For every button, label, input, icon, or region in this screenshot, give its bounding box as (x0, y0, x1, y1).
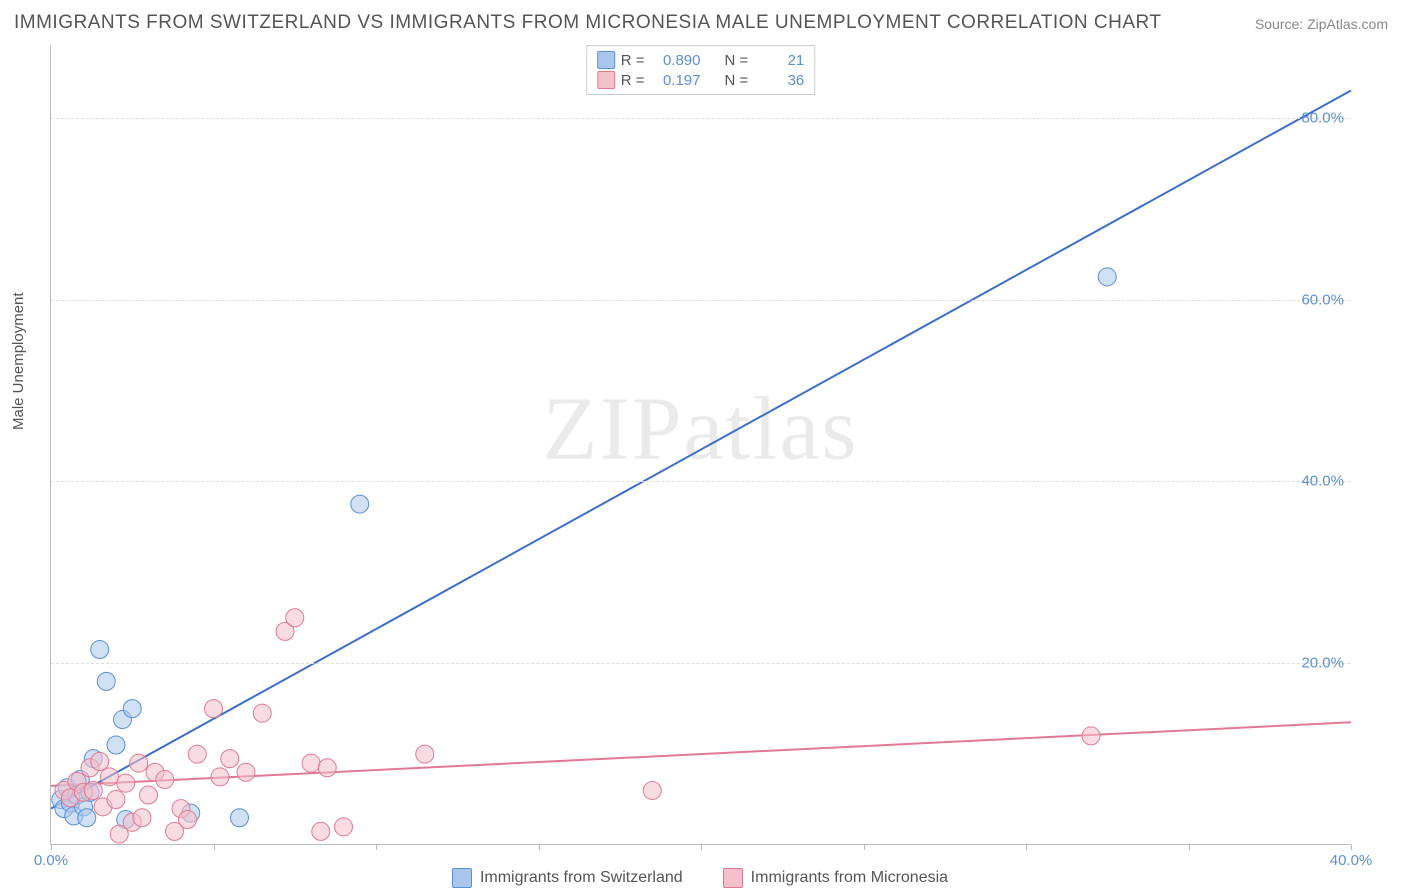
chart-svg (51, 45, 1350, 844)
legend-swatch (597, 71, 615, 89)
y-tick-label: 40.0% (1301, 473, 1344, 490)
y-axis-label: Male Unemployment (10, 292, 27, 430)
legend-series: Immigrants from Switzerland Immigrants fr… (50, 868, 1350, 888)
legend-item: Immigrants from Switzerland (452, 868, 683, 888)
y-tick-label: 80.0% (1301, 109, 1344, 126)
x-tick-label: 0.0% (34, 852, 68, 869)
x-tick-label: 40.0% (1330, 852, 1373, 869)
legend-swatch (597, 51, 615, 69)
legend-stats: R =0.890N =21R =0.197N =36 (586, 45, 816, 95)
chart-title: IMMIGRANTS FROM SWITZERLAND VS IMMIGRANT… (14, 12, 1162, 34)
plot-area: ZIPatlas R =0.890N =21R =0.197N =36 20.0… (50, 45, 1350, 845)
source-label: Source: ZipAtlas.com (1255, 16, 1388, 32)
y-tick-label: 60.0% (1301, 291, 1344, 308)
y-tick-label: 20.0% (1301, 655, 1344, 672)
legend-item: Immigrants from Micronesia (723, 868, 948, 888)
